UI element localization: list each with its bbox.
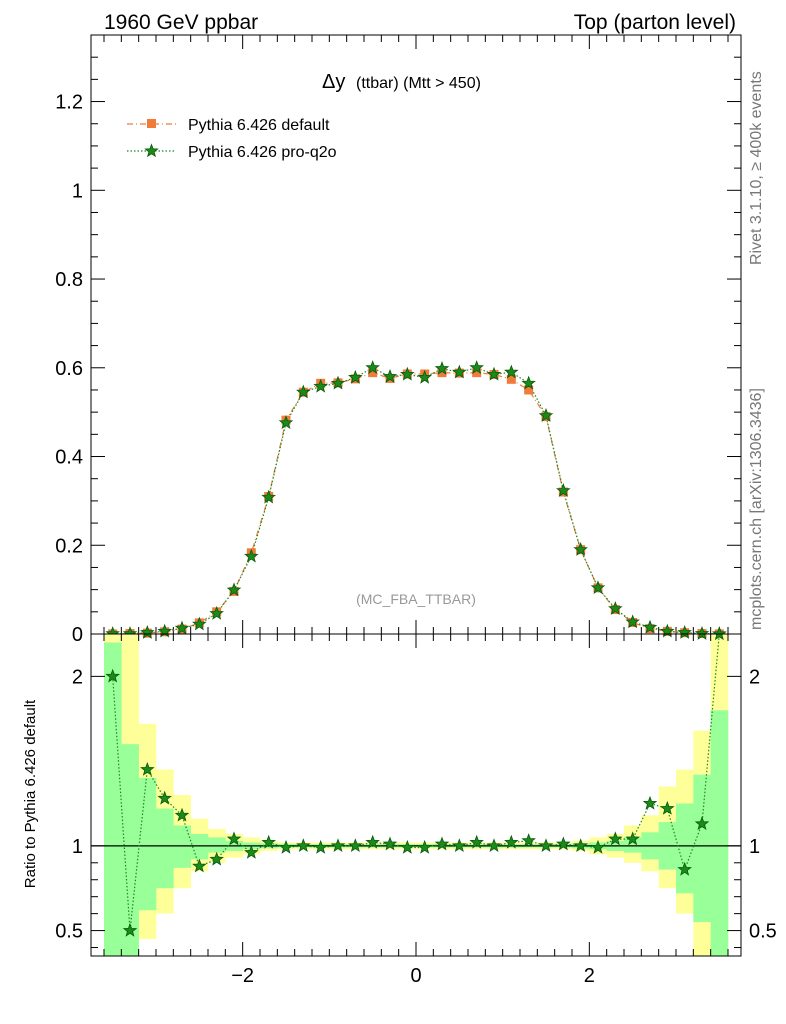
ratio-series-group <box>106 628 725 936</box>
main-y-tick-label: 0.2 <box>55 535 83 557</box>
ratio-point-proq2o <box>453 839 465 851</box>
ratio-point-proq2o <box>488 839 500 851</box>
legend-marker-default <box>147 119 156 128</box>
header-right: Top (parton level) <box>574 11 736 34</box>
legend: Pythia 6.426 default Pythia 6.426 pro-q2… <box>127 117 337 161</box>
band-inner <box>104 642 122 956</box>
watermark: (MC_FBA_TTBAR) <box>356 591 476 607</box>
ratio-point-proq2o <box>349 839 361 851</box>
main-y-tick-label: 0.4 <box>55 447 83 469</box>
main-y-tick-label: 0.8 <box>55 269 83 291</box>
ratio-point-proq2o <box>297 839 309 851</box>
ratio-bands <box>104 634 728 956</box>
ratio-x-tick-label: 2 <box>584 965 595 987</box>
ratio-point-proq2o <box>644 797 656 809</box>
ratio-point-proq2o <box>540 839 552 851</box>
plot-canvas: 1960 GeV ppbar Top (parton level) Rivet … <box>0 0 786 1024</box>
ratio-y-tick-label: 1 <box>72 836 83 858</box>
main-y-tick-label: 0.6 <box>55 358 83 380</box>
legend-entry-default: Pythia 6.426 default <box>127 117 330 134</box>
header-left: 1960 GeV ppbar <box>104 11 258 34</box>
main-panel: 0 0.2 0.4 0.6 0.8 1 1.2 (MC_FBA_TTBAR) Δy (ttb… <box>55 35 741 646</box>
legend-label-proq2o: Pythia 6.426 pro-q2o <box>188 144 337 161</box>
ratio-y-tick-label-right: 1 <box>749 836 760 858</box>
ratio-line-proq2o <box>113 634 720 931</box>
ratio-x-tick-label: −2 <box>231 965 254 987</box>
ratio-y-tick-label: 2 <box>72 666 83 688</box>
ratio-y-tick-label: 0.5 <box>55 921 83 943</box>
main-y-tick-label: 1.2 <box>55 92 83 114</box>
band-inner <box>693 775 711 922</box>
ratio-y-tick-label-right: 2 <box>749 666 760 688</box>
source-label: mcplots.cern.ch [arXiv:1306.3436] <box>748 388 765 630</box>
ratio-y-tick-label-right: 0.5 <box>749 921 777 943</box>
band-inner <box>139 778 157 910</box>
rivet-label: Rivet 3.1.10, ≥ 400k events <box>748 71 765 265</box>
band-inner <box>711 710 729 956</box>
band-inner <box>208 837 226 852</box>
band-inner <box>156 809 174 889</box>
chart-title-rest: (ttbar) (Mtt > 450) <box>356 75 481 92</box>
ratio-x-tick-labels: −2 0 2 <box>231 965 595 987</box>
band-inner <box>191 834 209 859</box>
main-y-tick-labels: 0 0.2 0.4 0.6 0.8 1 1.2 <box>55 92 83 646</box>
ratio-x-tick-label: 0 <box>410 965 421 987</box>
ratio-panel: 0.5 0.5 1 1 2 2 −2 0 2 Ratio to Pythia 6.426 de… <box>22 628 777 988</box>
band-inner <box>676 803 694 893</box>
chart-title-delta-y: Δy <box>322 71 345 93</box>
legend-label-default: Pythia 6.426 default <box>188 117 330 134</box>
legend-entry-proq2o: Pythia 6.426 pro-q2o <box>127 144 337 161</box>
ratio-point-proq2o <box>332 839 344 851</box>
band-inner <box>173 826 191 868</box>
ratio-ylabel: Ratio to Pythia 6.426 default <box>22 699 39 888</box>
legend-marker-proq2o <box>145 145 157 157</box>
main-y-tick-label: 0 <box>72 624 83 646</box>
main-y-tick-label: 1 <box>72 180 83 202</box>
